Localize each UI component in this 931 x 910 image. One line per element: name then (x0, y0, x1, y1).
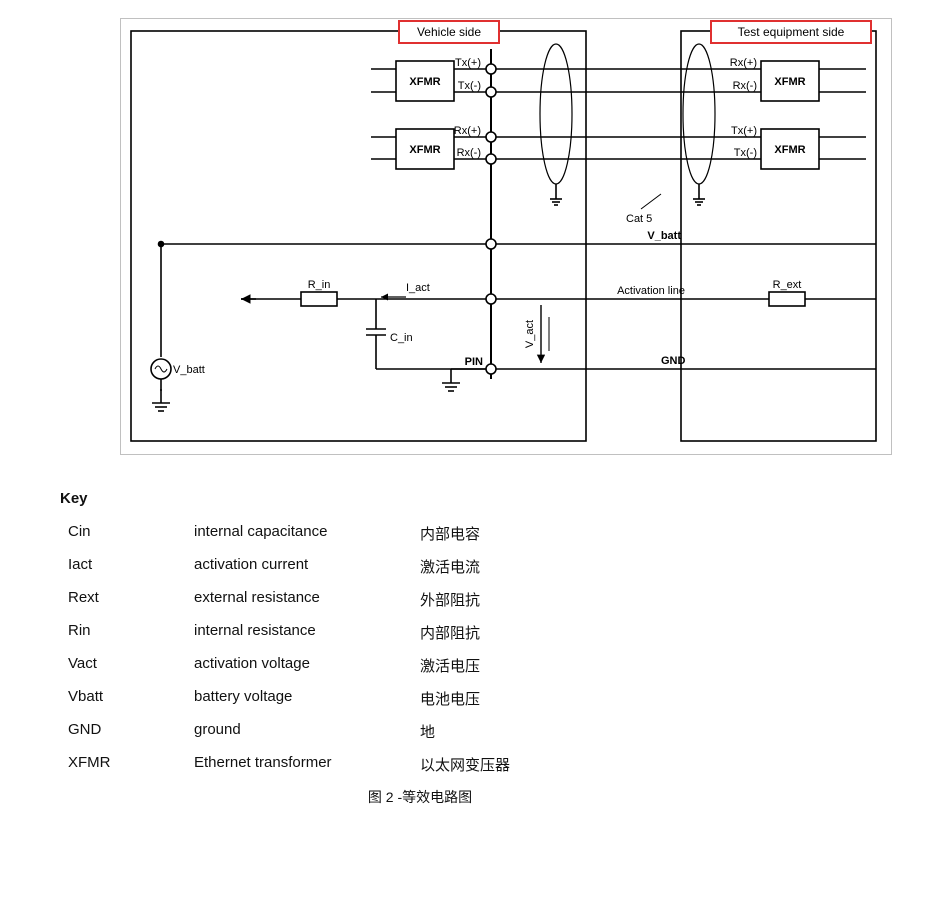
legend-row: XFMREthernet transformer以太网变压器 (60, 748, 628, 781)
svg-text:R_in: R_in (308, 279, 331, 291)
svg-text:V_batt: V_batt (647, 230, 681, 242)
legend-chinese: 激活电压 (412, 649, 628, 682)
svg-text:Tx(+): Tx(+) (731, 125, 757, 137)
svg-text:Activation line: Activation line (617, 285, 685, 297)
legend-chinese: 内部电容 (412, 517, 628, 550)
legend-english: activation voltage (186, 649, 412, 682)
svg-text:I_act: I_act (406, 282, 430, 294)
svg-text:Rx(-): Rx(-) (457, 147, 481, 159)
legend-english: Ethernet transformer (186, 748, 412, 781)
legend-chinese: 激活电流 (412, 550, 628, 583)
legend-chinese: 外部阻抗 (412, 583, 628, 616)
diagram-container: Vehicle side Test equipment side XFMR XFMR X… (120, 18, 892, 455)
svg-text:Cat 5: Cat 5 (626, 213, 652, 225)
legend-row: Iactactivation current激活电流 (60, 550, 628, 583)
svg-text:Tx(+): Tx(+) (455, 57, 481, 69)
svg-text:Tx(-): Tx(-) (458, 80, 481, 92)
legend-row: Rininternal resistance内部阻抗 (60, 616, 628, 649)
legend-symbol: Rext (60, 583, 186, 616)
svg-text:C_in: C_in (390, 332, 413, 344)
legend-chinese: 地 (412, 715, 628, 748)
svg-text:XFMR: XFMR (409, 76, 440, 88)
svg-text:Rx(+): Rx(+) (454, 125, 481, 137)
legend-english: activation current (186, 550, 412, 583)
legend-section: Key Cininternal capacitance内部电容Iactactiv… (60, 490, 780, 807)
equivalent-circuit-diagram: Vehicle side Test equipment side XFMR XFMR X… (121, 19, 891, 454)
svg-text:R_ext: R_ext (773, 279, 802, 291)
svg-text:Tx(-): Tx(-) (734, 147, 757, 159)
legend-row: Vactactivation voltage激活电压 (60, 649, 628, 682)
svg-text:XFMR: XFMR (409, 144, 440, 156)
svg-text:V_act: V_act (524, 320, 536, 348)
svg-text:GND: GND (661, 355, 686, 367)
legend-english: internal capacitance (186, 517, 412, 550)
legend-symbol: XFMR (60, 748, 186, 781)
svg-text:Rx(+): Rx(+) (730, 57, 757, 69)
svg-text:Vehicle side: Vehicle side (417, 25, 481, 39)
legend-chinese: 电池电压 (412, 682, 628, 715)
legend-chinese: 内部阻抗 (412, 616, 628, 649)
svg-text:PIN: PIN (465, 356, 483, 368)
figure-caption: 图 2 -等效电路图 (60, 787, 780, 807)
legend-symbol: GND (60, 715, 186, 748)
legend-symbol: Vact (60, 649, 186, 682)
legend-english: battery voltage (186, 682, 412, 715)
legend-chinese: 以太网变压器 (412, 748, 628, 781)
legend-symbol: Cin (60, 517, 186, 550)
svg-text:Test equipment side: Test equipment side (738, 25, 845, 39)
legend-title: Key (60, 490, 780, 507)
legend-symbol: Iact (60, 550, 186, 583)
legend-row: GNDground地 (60, 715, 628, 748)
svg-text:Rx(-): Rx(-) (733, 80, 757, 92)
legend-english: external resistance (186, 583, 412, 616)
legend-row: Rextexternal resistance外部阻抗 (60, 583, 628, 616)
svg-text:XFMR: XFMR (774, 76, 805, 88)
legend-english: ground (186, 715, 412, 748)
page: Vehicle sideTest equipment sideXFMRXFMRX… (0, 0, 931, 910)
legend-english: internal resistance (186, 616, 412, 649)
legend-symbol: Rin (60, 616, 186, 649)
legend-row: Vbattbattery voltage电池电压 (60, 682, 628, 715)
svg-text:V_batt: V_batt (173, 364, 205, 376)
svg-text:XFMR: XFMR (774, 144, 805, 156)
legend-table: Cininternal capacitance内部电容Iactactivatio… (60, 517, 628, 781)
legend-row: Cininternal capacitance内部电容 (60, 517, 628, 550)
legend-symbol: Vbatt (60, 682, 186, 715)
